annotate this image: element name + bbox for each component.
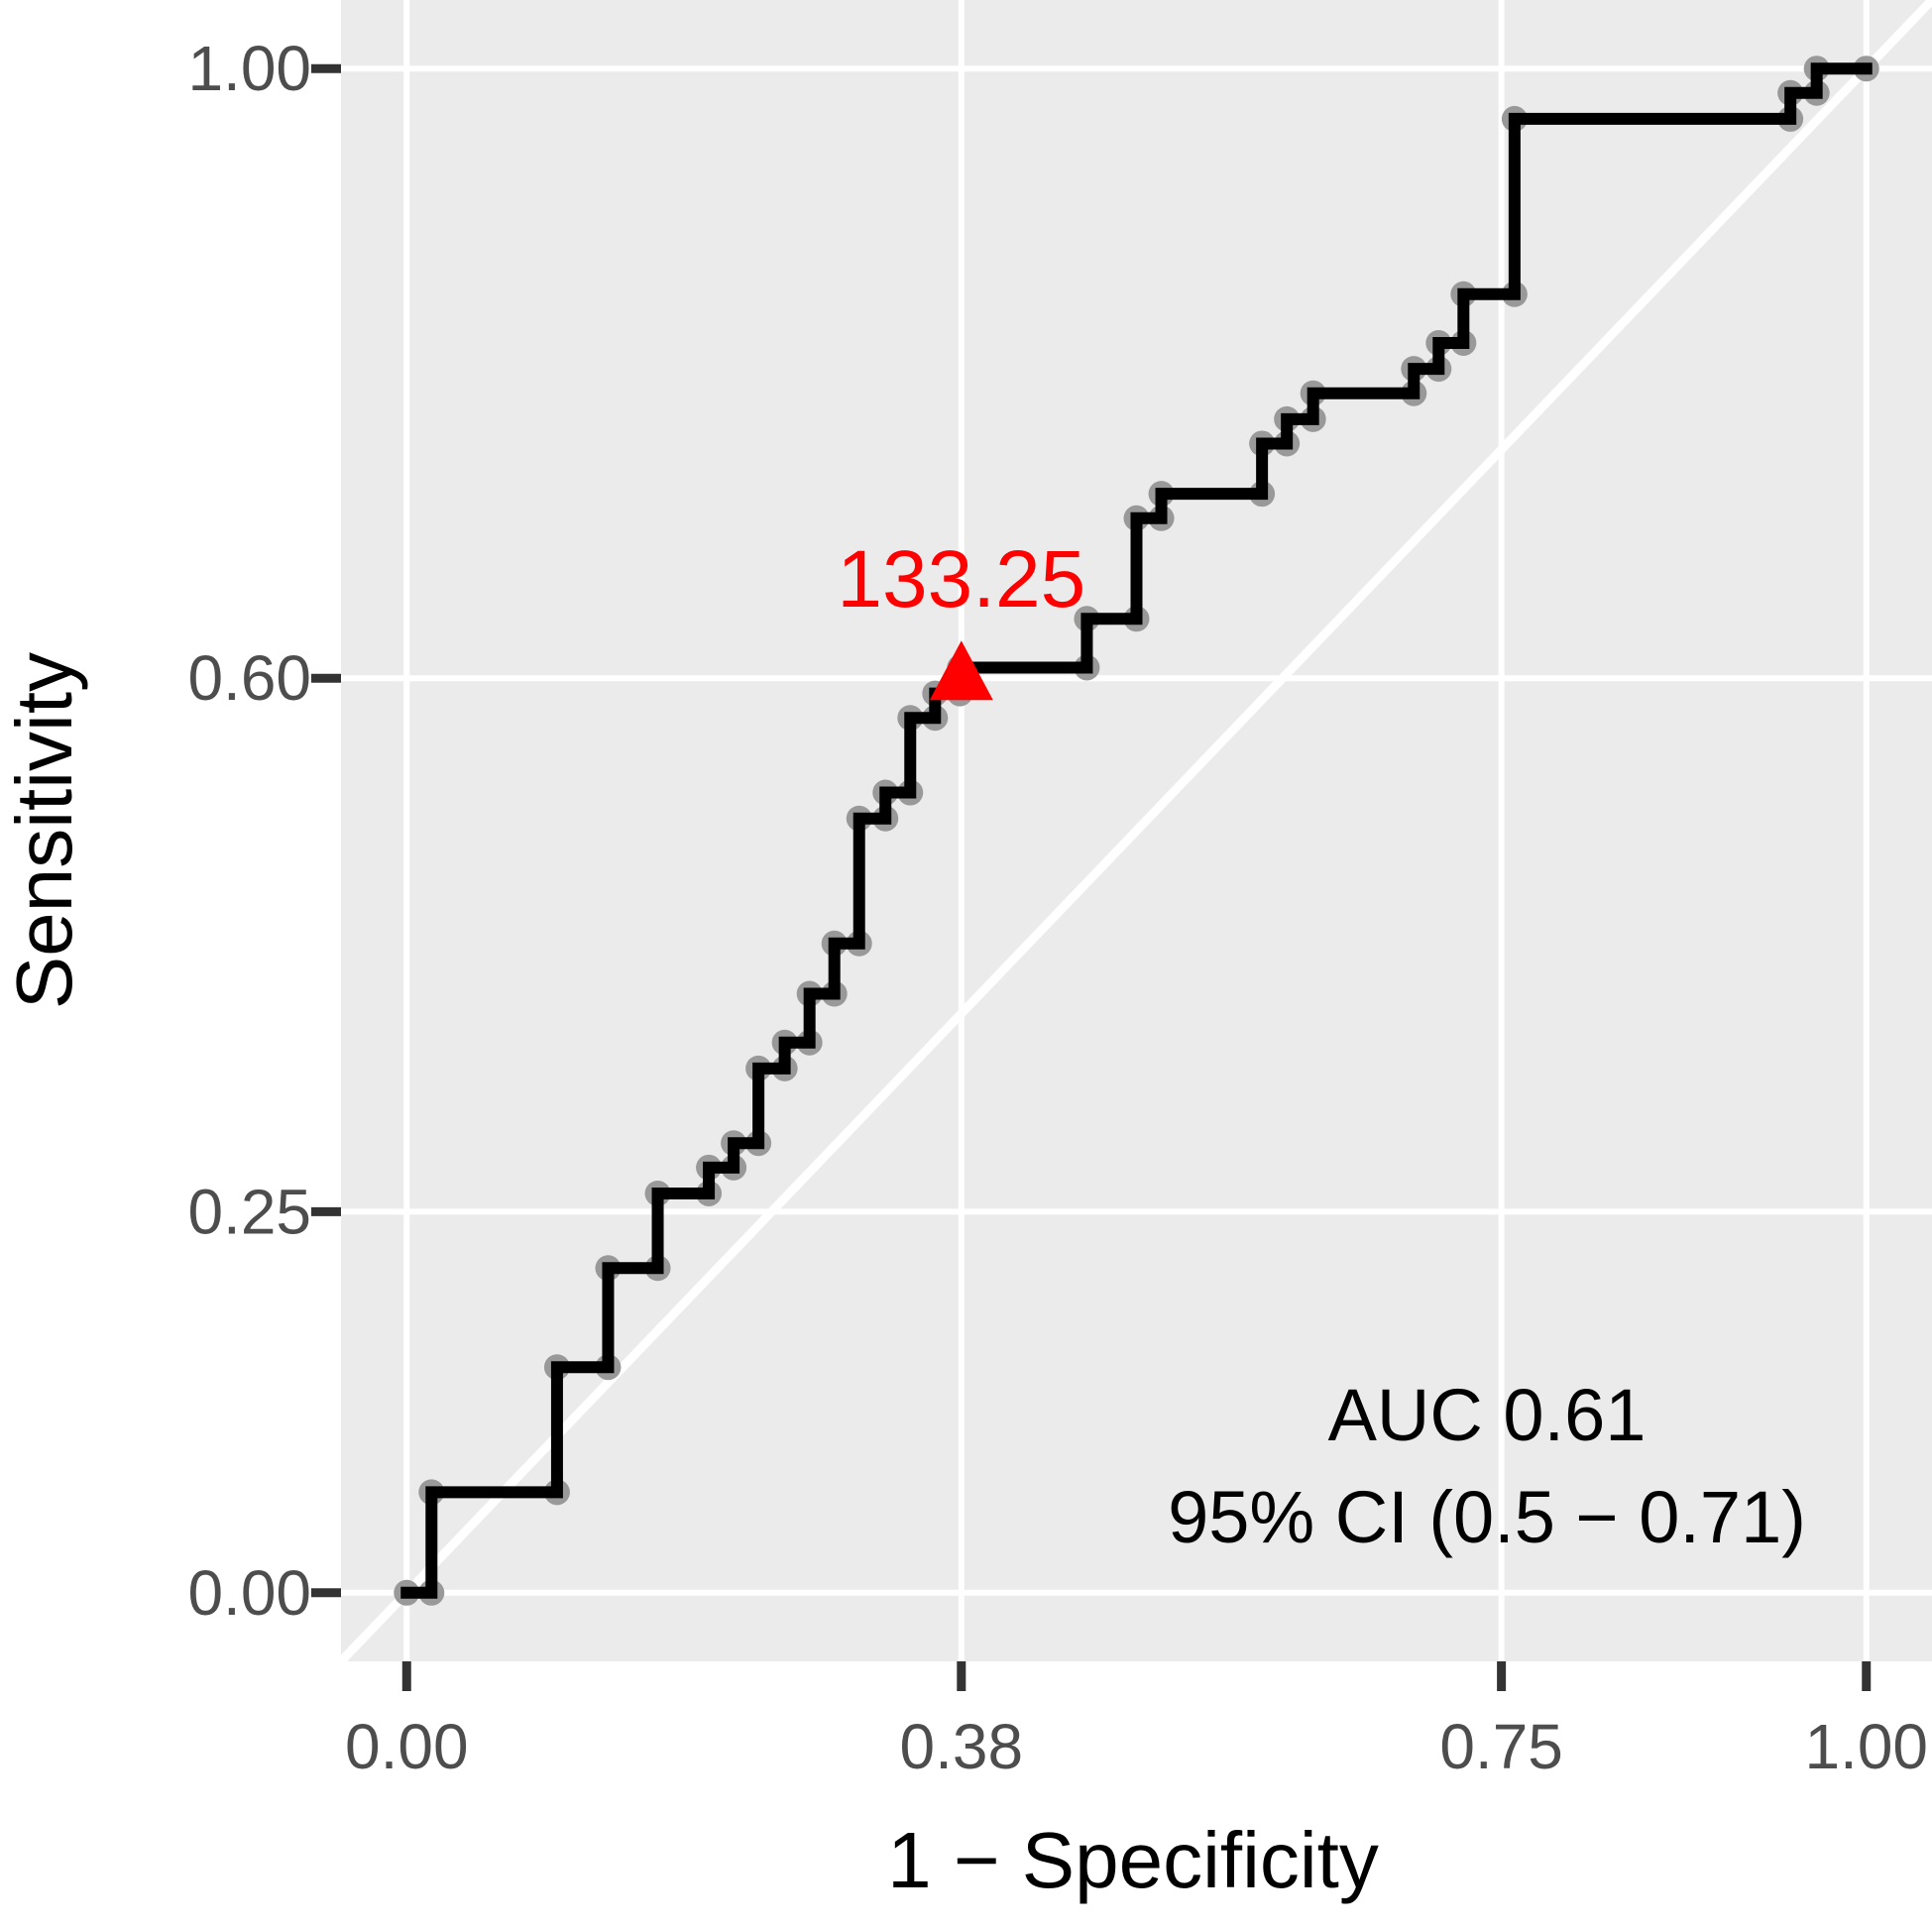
roc-curve-line (400, 62, 1873, 1599)
ci-annotation: 95% CI (0.5 − 0.71) (1168, 1476, 1806, 1558)
grid-lines (341, 0, 1932, 1661)
axis-ticks: 0.00 0.38 0.75 1.00 0.00 0.25 0.60 1.00 (187, 33, 1928, 1782)
y-tick-label: 0.60 (187, 642, 311, 714)
x-tick-label: 1.00 (1804, 1711, 1928, 1782)
optimal-cutoff-label: 133.25 (837, 534, 1085, 624)
y-tick-label: 1.00 (187, 33, 311, 104)
diagonal-reference-line (341, 0, 1932, 1661)
x-axis-title: 1 − Specificity (887, 1816, 1379, 1904)
optimal-cutoff-marker (929, 640, 993, 701)
x-tick-label: 0.38 (900, 1711, 1024, 1782)
auc-annotation: AUC 0.61 (1328, 1374, 1647, 1456)
y-axis-title: Sensitivity (0, 652, 88, 1009)
y-tick-label: 0.25 (187, 1176, 311, 1247)
x-tick-label: 0.75 (1439, 1711, 1563, 1782)
x-tick-label: 0.00 (345, 1711, 469, 1782)
y-tick-label: 0.00 (187, 1557, 311, 1629)
